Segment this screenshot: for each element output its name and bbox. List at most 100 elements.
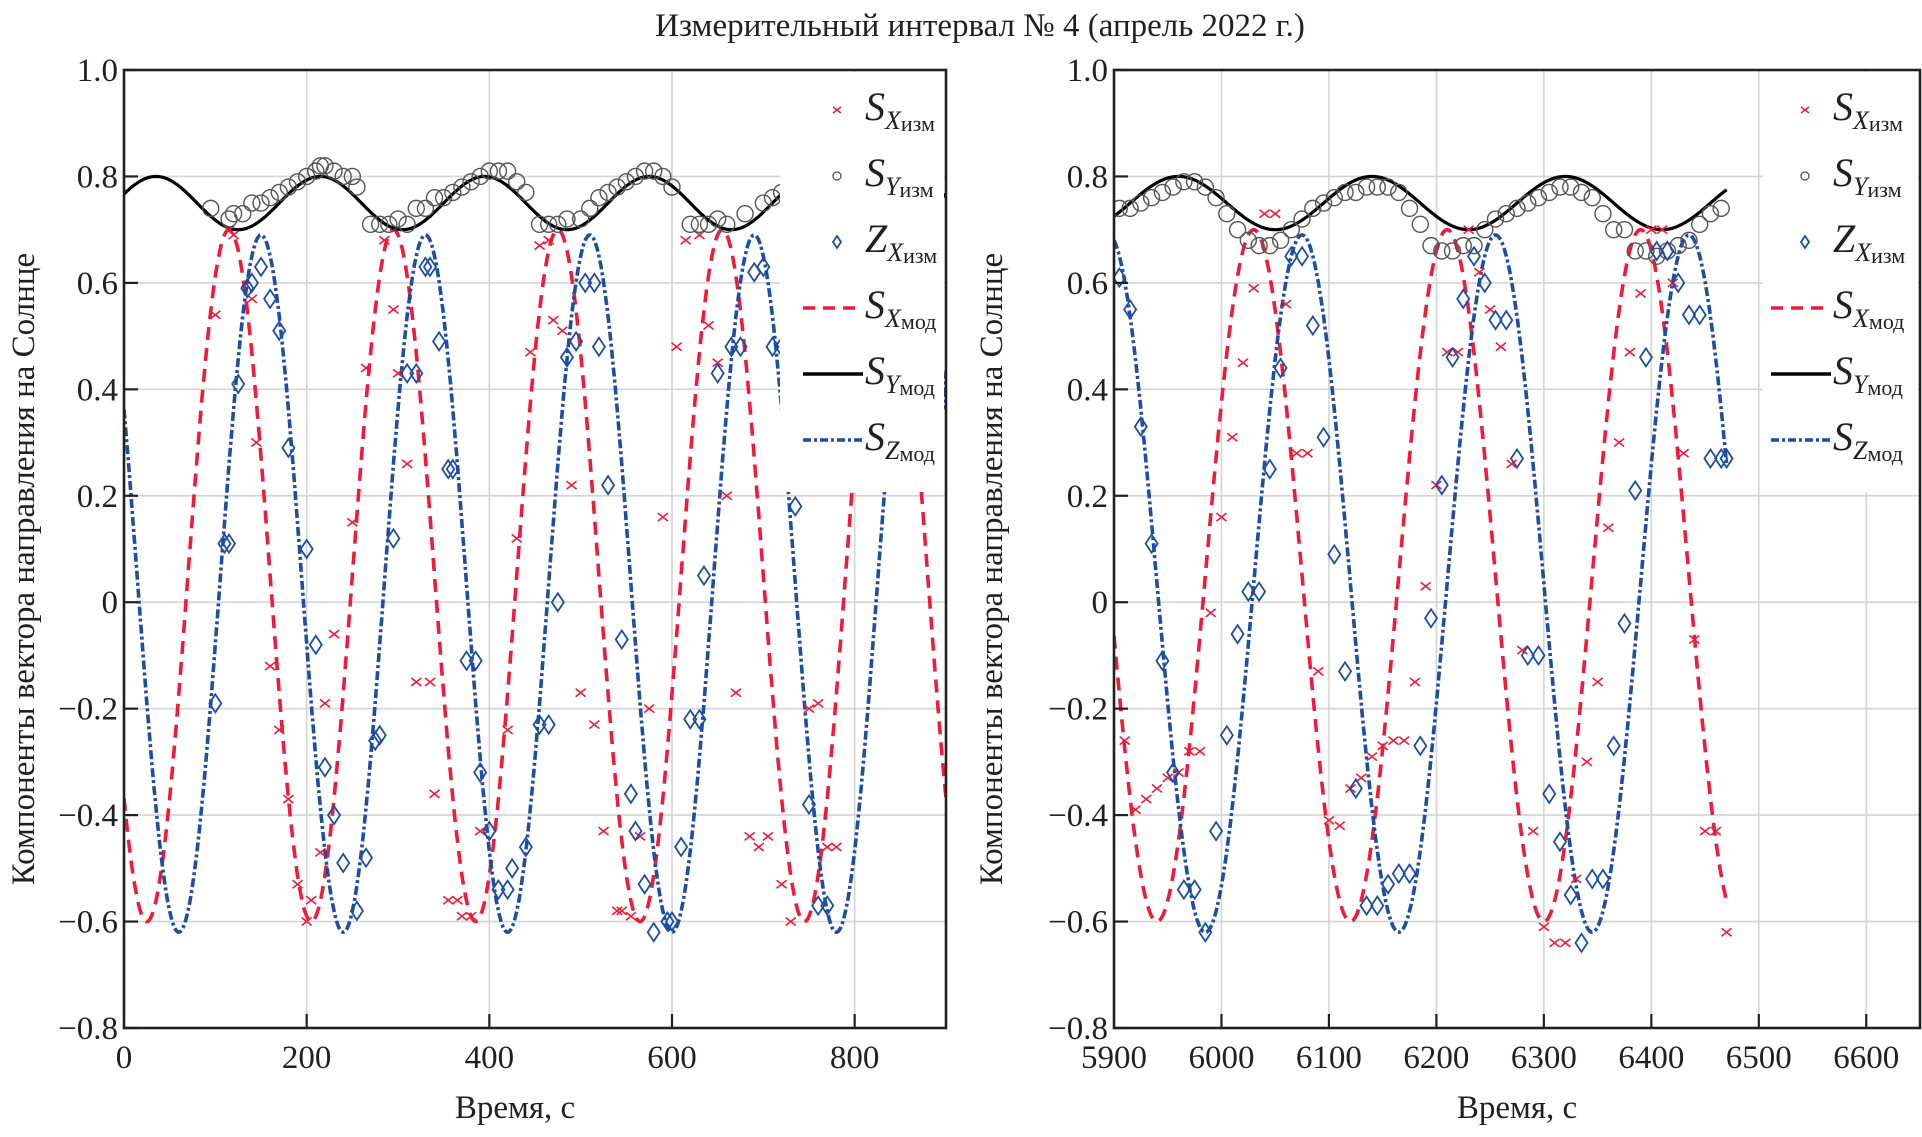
data-point bbox=[1660, 240, 1675, 262]
data-point bbox=[244, 272, 259, 294]
right-xtick-label: 6500 bbox=[1726, 1040, 1792, 1076]
right-ytick-label: 0.8 bbox=[1067, 159, 1108, 195]
data-point bbox=[473, 761, 488, 784]
data-point bbox=[378, 235, 390, 245]
data-point bbox=[1387, 735, 1399, 746]
data-point bbox=[1628, 479, 1643, 502]
data-point bbox=[1301, 448, 1313, 458]
data-point bbox=[1488, 309, 1503, 331]
data-point bbox=[371, 215, 389, 234]
data-point bbox=[543, 235, 555, 245]
data-point bbox=[643, 704, 655, 714]
legend-label: SYизм bbox=[1833, 150, 1902, 202]
data-point bbox=[550, 591, 565, 613]
data-point bbox=[581, 199, 599, 218]
legend-label: SXизм bbox=[865, 84, 935, 136]
data-point bbox=[348, 178, 366, 196]
data-point bbox=[600, 474, 616, 496]
data-point bbox=[1649, 240, 1664, 262]
data-point bbox=[1656, 225, 1668, 235]
data-point bbox=[756, 256, 771, 278]
data-point bbox=[635, 162, 654, 180]
data-point bbox=[1294, 245, 1310, 267]
data-point bbox=[1355, 773, 1367, 783]
data-point bbox=[690, 215, 709, 234]
data-point bbox=[1452, 347, 1464, 357]
data-point bbox=[209, 310, 221, 320]
data-point bbox=[299, 538, 314, 560]
data-point bbox=[1413, 735, 1428, 757]
data-point bbox=[508, 173, 526, 191]
data-point bbox=[325, 162, 343, 180]
data-point bbox=[1121, 199, 1139, 218]
data-point bbox=[1241, 580, 1256, 603]
data-point bbox=[1205, 608, 1217, 618]
data-point bbox=[812, 698, 824, 708]
data-point bbox=[820, 894, 835, 917]
data-point bbox=[617, 173, 636, 191]
data-point bbox=[1327, 543, 1342, 565]
data-point bbox=[400, 362, 415, 384]
data-point bbox=[1581, 757, 1593, 767]
data-point bbox=[1592, 677, 1604, 687]
data-point bbox=[811, 894, 826, 917]
data-point bbox=[1477, 272, 1492, 294]
data-point bbox=[1456, 288, 1471, 310]
data-point bbox=[1508, 199, 1526, 218]
data-point bbox=[282, 794, 294, 804]
data-point bbox=[270, 183, 288, 202]
data-point bbox=[272, 320, 287, 342]
data-point bbox=[307, 162, 325, 180]
left-series-line-dashdot-z-model bbox=[124, 233, 946, 935]
data-point bbox=[326, 804, 342, 826]
data-point bbox=[1400, 199, 1419, 218]
data-point bbox=[1347, 183, 1365, 202]
legend-label: SYмод bbox=[865, 348, 935, 400]
right-ytick-label: 0.6 bbox=[1067, 266, 1108, 302]
data-point bbox=[471, 167, 489, 186]
data-point bbox=[674, 836, 689, 858]
data-point bbox=[1133, 415, 1148, 438]
data-point bbox=[1273, 357, 1288, 379]
data-point bbox=[202, 199, 220, 218]
data-point bbox=[1688, 634, 1700, 645]
right-y-axis-label: Компоненты вектора направления на Солнце bbox=[974, 253, 1010, 885]
data-point bbox=[1248, 283, 1260, 293]
legend-symbol-diamond bbox=[1799, 234, 1811, 250]
right-ytick-label: −0.8 bbox=[1048, 1011, 1108, 1047]
data-point bbox=[1678, 448, 1690, 458]
data-point bbox=[1293, 210, 1311, 228]
data-point bbox=[556, 326, 568, 336]
data-point bbox=[681, 215, 699, 234]
data-point bbox=[1551, 178, 1569, 196]
data-point bbox=[1615, 220, 1634, 239]
left-ytick-label: 1.0 bbox=[77, 53, 118, 89]
right-series-line-dashdot-z-model bbox=[1114, 233, 1729, 935]
data-point bbox=[724, 336, 739, 358]
data-point bbox=[398, 215, 416, 234]
data-point bbox=[1251, 580, 1267, 603]
data-point bbox=[534, 241, 546, 251]
data-point bbox=[1291, 448, 1303, 458]
data-point bbox=[708, 210, 727, 228]
data-point bbox=[541, 714, 556, 736]
legend-item: SYизм bbox=[1800, 150, 1902, 202]
data-point bbox=[1262, 458, 1277, 480]
left-ytick-label: 0.6 bbox=[77, 266, 118, 302]
data-point bbox=[776, 879, 788, 889]
data-point bbox=[1699, 826, 1711, 836]
right-ytick-label: 0.2 bbox=[1067, 479, 1108, 515]
data-point bbox=[1516, 645, 1528, 655]
data-point bbox=[358, 847, 374, 869]
data-point bbox=[762, 831, 774, 842]
data-point bbox=[1166, 761, 1181, 784]
data-point bbox=[611, 906, 623, 916]
data-point bbox=[696, 564, 712, 587]
data-point bbox=[1605, 220, 1623, 239]
left-ytick-label: −0.6 bbox=[58, 905, 118, 941]
data-point bbox=[386, 527, 401, 549]
data-point bbox=[754, 194, 773, 212]
data-point bbox=[1390, 183, 1408, 202]
legend-label: SZмод bbox=[1833, 414, 1903, 466]
data-point bbox=[1617, 612, 1632, 635]
